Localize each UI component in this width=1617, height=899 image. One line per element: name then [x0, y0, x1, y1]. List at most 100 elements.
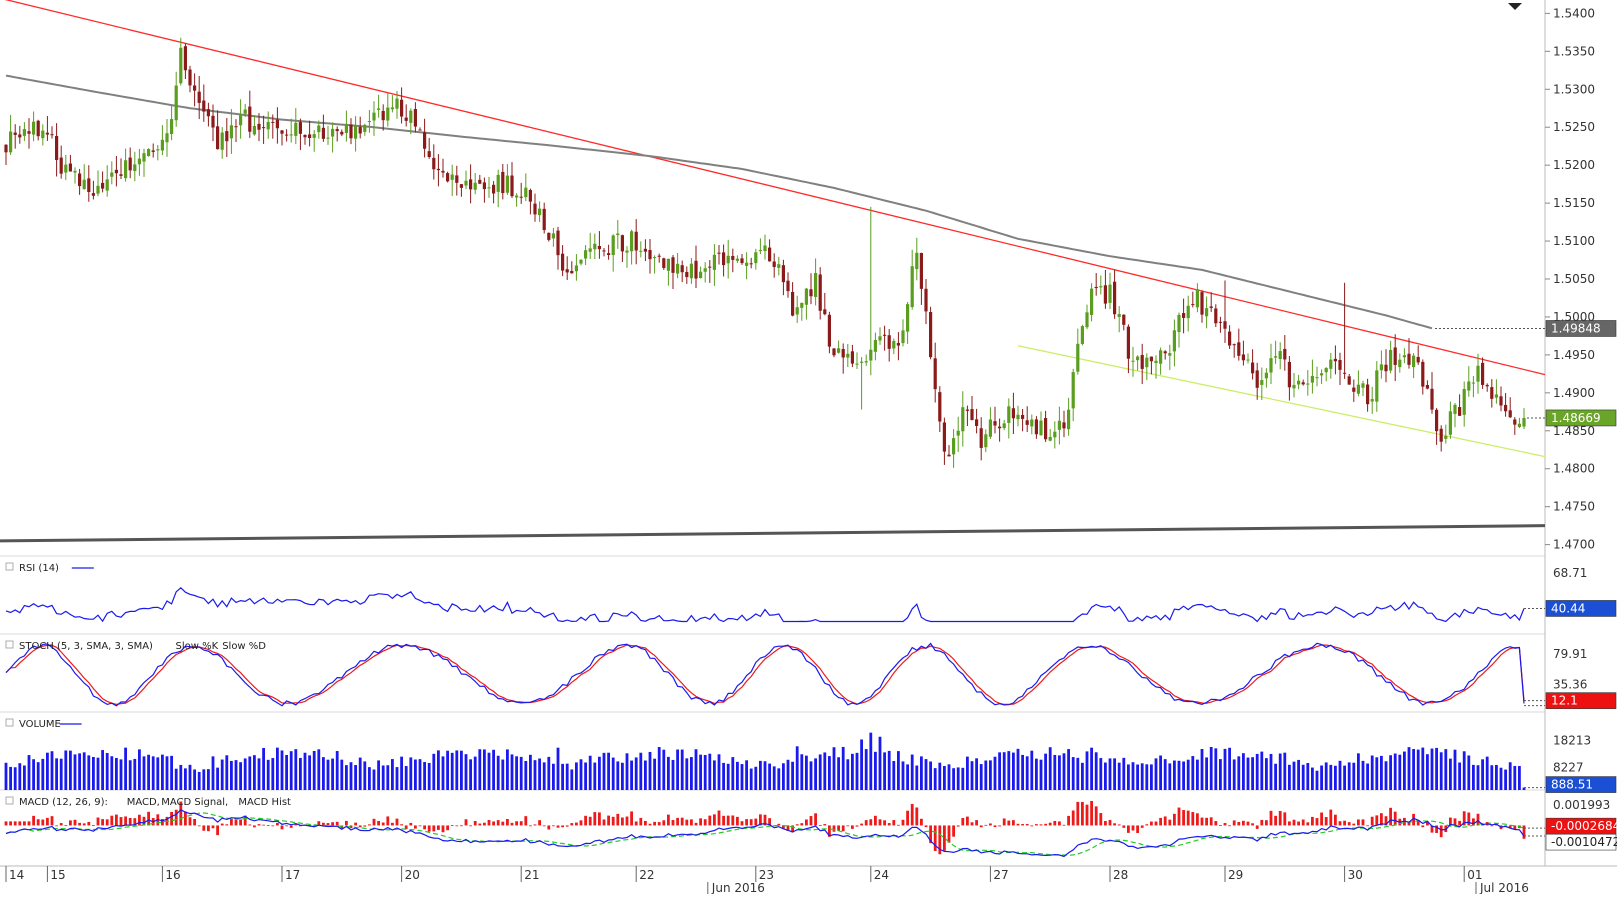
macd-hist-bar [110, 815, 114, 826]
candle [395, 90, 399, 119]
candle-body [59, 157, 63, 174]
candle-body [234, 126, 238, 128]
candle [464, 170, 468, 190]
macd-hist-bar [400, 824, 403, 826]
candle [1448, 401, 1452, 439]
macd-hist-bar [1297, 821, 1300, 826]
macd-last-tag-box [1545, 817, 1617, 835]
volume-bar [671, 759, 675, 790]
volume-bar [220, 759, 224, 790]
volume-bar [386, 765, 390, 790]
macd-hist-bar [1085, 804, 1089, 826]
macd-hist-bar [828, 825, 831, 837]
candle-body [1126, 326, 1130, 359]
macd-hist-bar [662, 820, 666, 826]
candle [860, 357, 864, 410]
volume-bar [478, 749, 482, 790]
candle [809, 273, 813, 305]
candle-body [124, 160, 128, 179]
macd-hist-bar [634, 821, 638, 826]
candle [1324, 367, 1328, 382]
candle [280, 129, 284, 146]
volume-bar [1499, 767, 1503, 790]
candle [473, 173, 477, 195]
candle-body [105, 179, 109, 191]
volume-bar [584, 762, 587, 790]
macd-hist-bar [161, 818, 164, 826]
volume-bar [326, 759, 330, 790]
candle-body [377, 108, 381, 110]
candle-body [823, 309, 827, 315]
volume-bar [156, 757, 160, 790]
candle [1504, 393, 1508, 417]
macd-hist-bar [64, 825, 68, 827]
macd-hist-bar [1209, 817, 1213, 826]
candle-body [1389, 349, 1393, 371]
candle-body [915, 252, 919, 270]
candle-body [1338, 359, 1342, 370]
macd-hist-bar [653, 821, 656, 826]
volume-bar [588, 755, 592, 790]
macd-hist-bar [1421, 825, 1425, 828]
candle-body [459, 184, 463, 188]
volume-bar [1274, 763, 1277, 790]
candle [754, 248, 758, 270]
volume-bar [1200, 748, 1204, 790]
candle [735, 255, 739, 264]
volume-bar [312, 750, 316, 790]
macd-hist-bar [1039, 824, 1043, 826]
macd-hist-bar [791, 825, 794, 833]
volume-bar [1044, 753, 1047, 790]
macd-hist-bar [473, 820, 477, 826]
candle-body [372, 112, 376, 121]
candle [41, 124, 45, 146]
candle [317, 120, 321, 139]
volume-bar [1458, 762, 1461, 790]
volume-bar [800, 754, 804, 790]
macd-hist-bar [1366, 825, 1369, 827]
volume-bar [593, 762, 597, 790]
volume-bar [1301, 764, 1305, 790]
candle-body [1140, 355, 1144, 369]
candle-body [975, 419, 979, 426]
candle [1232, 343, 1236, 358]
candle [409, 108, 413, 135]
macd-hist-bar [874, 815, 877, 826]
volume-bar [1384, 761, 1388, 790]
candle [519, 182, 523, 204]
candle-body [1352, 387, 1356, 392]
macd-hist-bar [910, 803, 914, 826]
macd-hist-bar [639, 817, 643, 826]
menu-arrow-icon[interactable] [1508, 3, 1522, 10]
macd-hist-bar [414, 825, 417, 829]
macd-hist-bar [308, 824, 311, 826]
candle [1435, 408, 1439, 445]
candle [910, 249, 914, 310]
candle [1306, 370, 1310, 396]
candle [800, 302, 804, 321]
volume-bar [1048, 747, 1052, 790]
volume-bar [27, 755, 31, 790]
candle [1490, 379, 1494, 408]
candle-body [510, 175, 514, 197]
candle-body [1448, 411, 1452, 435]
macd-hist-bar [202, 825, 206, 831]
candle [354, 116, 358, 152]
volume-bar [299, 757, 302, 790]
candle [1113, 269, 1117, 319]
volume-bar [18, 763, 22, 790]
candle-body [1195, 289, 1199, 308]
candle-body [1412, 355, 1416, 368]
volume-bar [174, 768, 178, 790]
x-tick-label: 22 [639, 868, 654, 882]
candle [878, 327, 882, 345]
volume-bar [418, 759, 422, 790]
macd-hist-bar [1334, 814, 1337, 826]
candle [607, 244, 611, 260]
volume-bar [1117, 762, 1121, 790]
volume-bar [910, 754, 914, 790]
candle [1149, 356, 1153, 375]
macd-hist-bar [46, 817, 49, 826]
candle [156, 144, 160, 161]
